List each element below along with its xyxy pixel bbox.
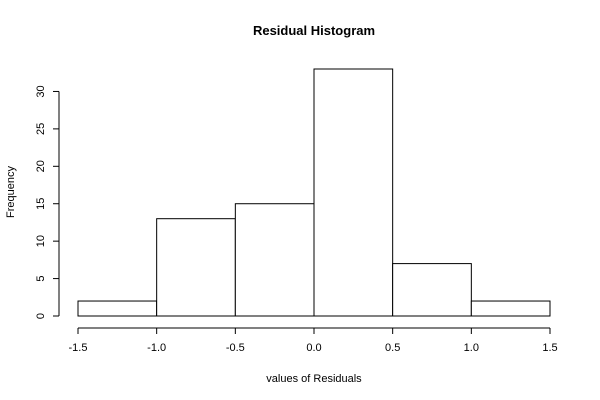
x-tick-label: 1.5 xyxy=(542,342,557,354)
y-tick-label: 10 xyxy=(35,235,47,247)
histogram-bar-4 xyxy=(392,263,472,317)
x-tick-label: -0.5 xyxy=(226,342,245,354)
histogram-bar-5 xyxy=(470,300,551,317)
x-tick-label: -1.5 xyxy=(69,342,88,354)
x-axis: -1.5 -1.0 -0.5 0.0 0.5 1.0 1.5 xyxy=(69,327,558,354)
bars-group xyxy=(77,68,551,317)
histogram-bar-3 xyxy=(313,68,394,317)
y-axis-label: Frequency xyxy=(5,166,17,218)
y-tick-label: 5 xyxy=(35,276,47,282)
x-tick-label: 0.5 xyxy=(385,342,400,354)
histogram-bar-1 xyxy=(156,218,236,317)
y-tick-label: 20 xyxy=(35,160,47,172)
y-axis: 0 5 10 15 20 25 30 xyxy=(35,85,60,319)
histogram-bar-2 xyxy=(234,203,315,317)
chart-title: Residual Histogram xyxy=(253,23,375,38)
y-tick-label: 0 xyxy=(35,313,47,319)
x-tick-label: 0.0 xyxy=(306,342,321,354)
x-axis-label: values of Residuals xyxy=(266,373,362,385)
histogram-bar-0 xyxy=(77,300,158,317)
y-tick-label: 30 xyxy=(35,85,47,97)
y-tick-label: 25 xyxy=(35,123,47,135)
x-tick-label: 1.0 xyxy=(464,342,479,354)
y-tick-label: 15 xyxy=(35,198,47,210)
x-tick-label: -1.0 xyxy=(147,342,166,354)
